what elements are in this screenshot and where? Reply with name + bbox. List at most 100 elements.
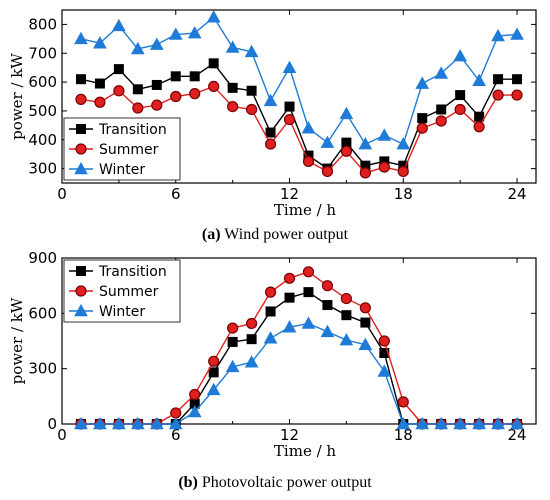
data-point-transition	[265, 306, 276, 317]
data-point-summer	[246, 103, 258, 116]
data-point-transition	[94, 78, 105, 89]
data-point-summer	[492, 89, 504, 101]
data-point-winter	[396, 137, 411, 150]
y-tick-label: 600	[28, 304, 57, 322]
data-point-winter	[187, 26, 202, 39]
x-axis-title: Time / h	[274, 201, 336, 219]
data-point-summer	[340, 145, 352, 157]
data-point-transition	[360, 317, 371, 328]
data-point-transition	[417, 113, 428, 124]
data-point-winter	[472, 73, 486, 86]
data-point-winter	[74, 31, 88, 45]
data-point-winter	[244, 44, 259, 58]
legend-marker-transition	[76, 124, 86, 134]
legend-b: Transition Summer Winter	[63, 259, 181, 323]
caption-a-letter: (a)	[201, 226, 221, 243]
data-point-winter	[149, 37, 164, 50]
data-point-summer	[321, 165, 334, 178]
data-point-winter	[301, 121, 316, 134]
data-point-transition	[113, 64, 124, 75]
data-point-summer	[416, 122, 428, 134]
caption-a-text: Wind power output	[224, 226, 349, 243]
x-tick-label: 0	[57, 185, 67, 203]
data-point-transition	[493, 74, 504, 85]
data-point-summer	[302, 155, 315, 167]
data-point-transition	[227, 82, 238, 93]
legend-marker-winter	[74, 303, 88, 317]
legend-marker-summer	[75, 143, 87, 155]
data-point-transition	[246, 85, 257, 96]
data-point-winter	[453, 416, 468, 430]
legend-label-winter: Winter	[99, 162, 145, 178]
data-point-winter	[377, 364, 392, 377]
data-point-winter	[320, 324, 335, 338]
data-point-summer	[283, 113, 296, 126]
data-point-summer	[94, 96, 106, 108]
data-point-transition	[227, 336, 238, 347]
data-point-winter	[263, 93, 278, 107]
data-point-transition	[455, 90, 466, 101]
data-point-winter	[93, 416, 107, 430]
data-point-summer	[473, 121, 485, 133]
data-point-summer	[378, 161, 390, 173]
y-axis-title: power / kW	[8, 53, 26, 140]
legend-label-summer: Summer	[99, 142, 159, 158]
data-point-winter	[130, 416, 145, 430]
data-point-summer	[435, 115, 447, 127]
data-point-summer	[246, 317, 258, 330]
data-point-winter	[282, 320, 297, 333]
series-line-winter	[80, 322, 518, 425]
data-point-summer	[227, 322, 239, 334]
data-point-winter	[491, 416, 505, 430]
data-point-winter	[263, 331, 278, 344]
data-point-transition	[265, 127, 276, 138]
data-point-summer	[454, 103, 466, 116]
data-point-summer	[113, 85, 125, 97]
data-point-summer	[132, 102, 144, 114]
series-summer	[75, 80, 523, 179]
chart-b: 0 6 12 18 24 0 300 600 900 Time / h power / kW Tran…	[8, 249, 537, 460]
x-axis-title: Time / h	[274, 442, 336, 460]
data-point-winter	[415, 416, 430, 430]
data-point-summer	[151, 99, 163, 111]
data-point-summer	[75, 93, 87, 105]
data-point-winter	[415, 76, 430, 89]
data-point-winter	[168, 416, 183, 430]
data-point-winter	[206, 382, 221, 396]
data-point-summer	[359, 302, 371, 314]
data-point-winter	[244, 355, 259, 368]
data-point-transition	[303, 287, 314, 298]
y-tick-label: 0	[47, 415, 57, 433]
x-tick-label: 18	[394, 185, 413, 203]
data-point-winter	[225, 40, 240, 53]
legend-label-winter: Winter	[99, 304, 145, 320]
caption-b: (b) Photovoltaic power output	[0, 474, 550, 492]
data-point-summer	[397, 165, 409, 178]
caption-b-text: Photovoltaic power output	[201, 474, 372, 491]
x-tick-label: 0	[57, 426, 67, 444]
data-point-transition	[132, 84, 143, 95]
data-point-summer	[302, 266, 315, 278]
data-point-transition	[151, 79, 162, 90]
series-transition	[75, 58, 523, 174]
data-point-winter	[377, 128, 392, 141]
data-point-winter	[225, 359, 240, 373]
y-tick-label: 400	[28, 131, 57, 149]
data-point-summer	[511, 89, 523, 101]
data-point-winter	[510, 27, 524, 40]
x-tick-label: 12	[280, 185, 299, 203]
data-point-winter	[396, 416, 411, 430]
data-point-winter	[472, 416, 486, 430]
data-point-transition	[341, 310, 352, 321]
legend-label-transition: Transition	[98, 264, 167, 280]
data-point-transition	[75, 74, 86, 85]
data-point-winter	[112, 18, 126, 32]
legend-a: Transition Summer Winter	[63, 117, 181, 181]
y-tick-label: 900	[28, 249, 57, 267]
data-point-winter	[510, 416, 524, 430]
x-tick-label: 24	[507, 426, 526, 444]
data-point-summer	[283, 272, 296, 284]
data-point-winter	[339, 333, 354, 346]
data-point-transition	[189, 71, 200, 82]
legend-marker-winter	[74, 161, 88, 175]
